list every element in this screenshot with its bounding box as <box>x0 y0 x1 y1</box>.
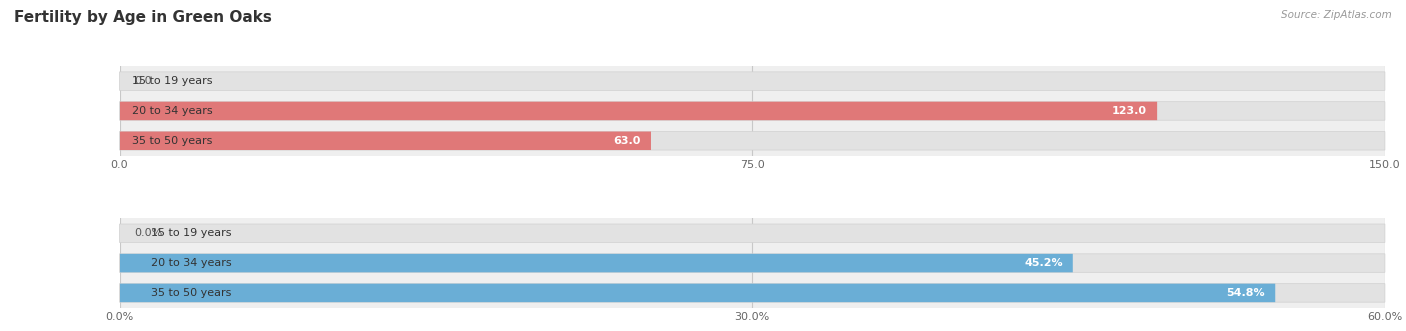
Text: 0.0%: 0.0% <box>135 228 163 238</box>
Text: 54.8%: 54.8% <box>1226 288 1265 298</box>
Text: 45.2%: 45.2% <box>1024 258 1063 268</box>
Text: 123.0: 123.0 <box>1112 106 1147 116</box>
Text: 35 to 50 years: 35 to 50 years <box>152 288 232 298</box>
Text: 15 to 19 years: 15 to 19 years <box>132 76 212 86</box>
Text: Fertility by Age in Green Oaks: Fertility by Age in Green Oaks <box>14 10 271 25</box>
FancyBboxPatch shape <box>120 131 651 150</box>
FancyBboxPatch shape <box>120 72 1385 90</box>
Text: Source: ZipAtlas.com: Source: ZipAtlas.com <box>1281 10 1392 20</box>
Text: 20 to 34 years: 20 to 34 years <box>132 106 212 116</box>
FancyBboxPatch shape <box>120 224 1385 243</box>
FancyBboxPatch shape <box>120 254 1385 272</box>
FancyBboxPatch shape <box>120 131 1385 150</box>
Text: 20 to 34 years: 20 to 34 years <box>152 258 232 268</box>
FancyBboxPatch shape <box>120 284 1275 302</box>
Text: 63.0: 63.0 <box>613 136 641 146</box>
FancyBboxPatch shape <box>120 102 1385 120</box>
FancyBboxPatch shape <box>120 284 1385 302</box>
FancyBboxPatch shape <box>120 254 1073 272</box>
Text: 15 to 19 years: 15 to 19 years <box>152 228 232 238</box>
Text: 35 to 50 years: 35 to 50 years <box>132 136 212 146</box>
FancyBboxPatch shape <box>120 102 1157 120</box>
Text: 0.0: 0.0 <box>135 76 152 86</box>
